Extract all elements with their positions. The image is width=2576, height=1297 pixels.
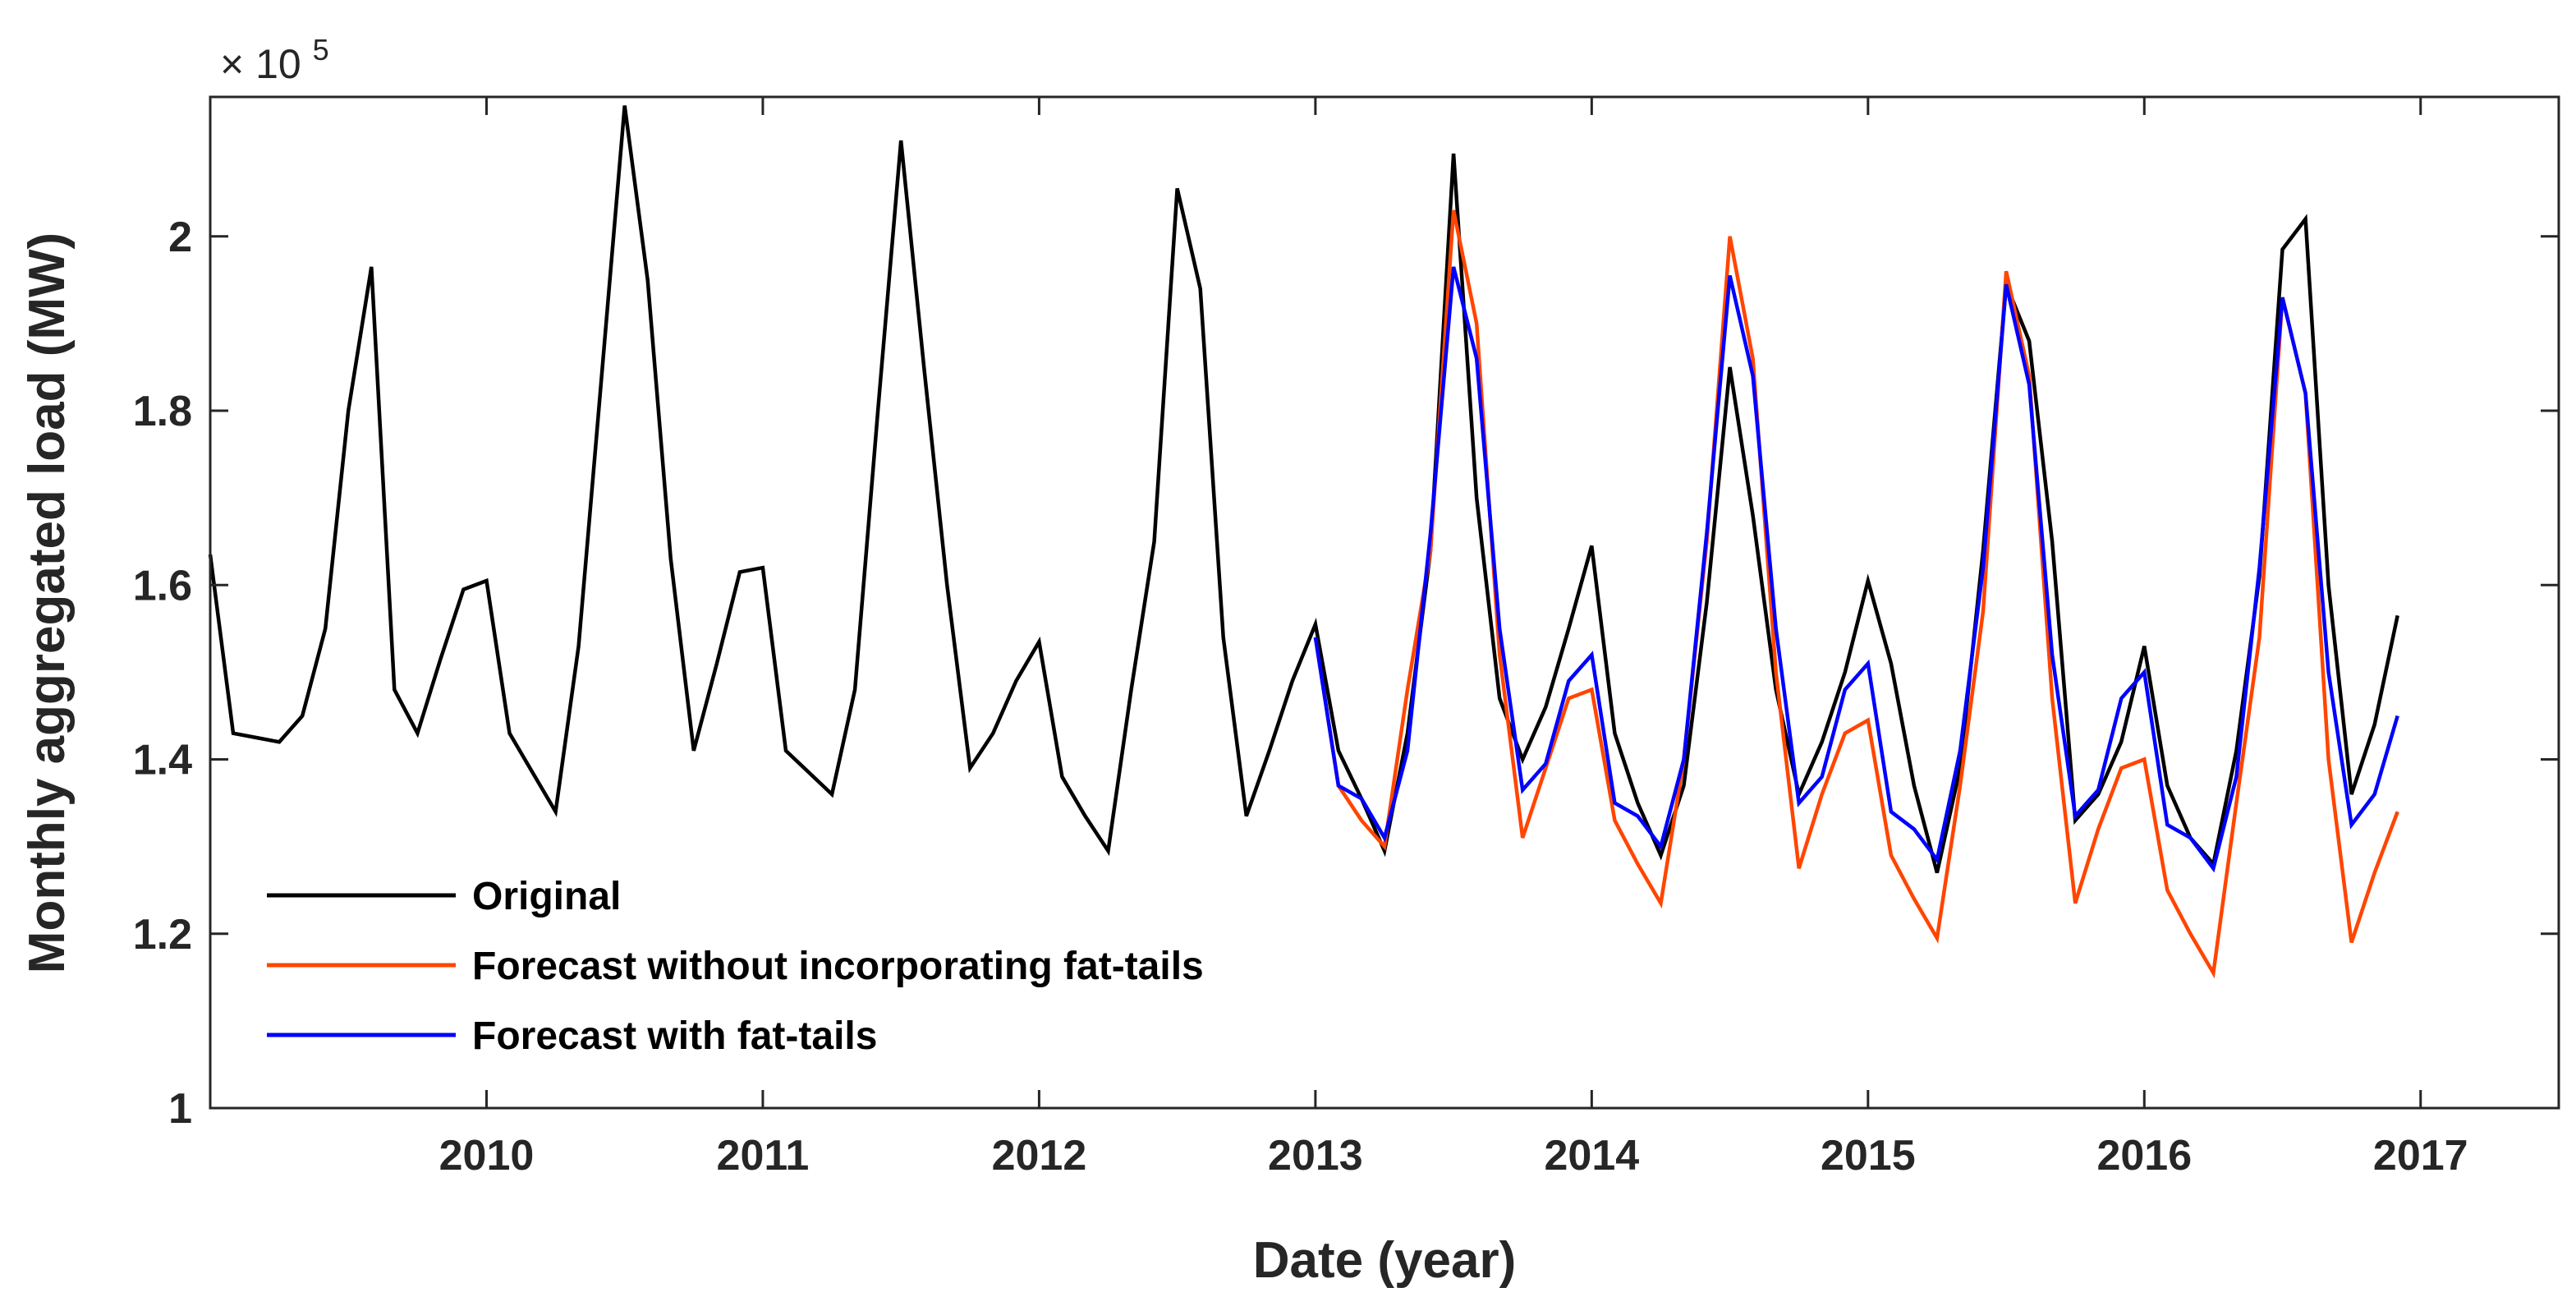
x-tick-label: 2014 <box>1545 1132 1640 1180</box>
axes-layer <box>209 95 2560 1110</box>
x-tick-label: 2012 <box>992 1132 1087 1180</box>
legend: Original Forecast without incorporating f… <box>267 875 1204 1058</box>
y-tick-label: 1.6 <box>133 562 192 609</box>
y-axis-multiplier-exponent: 5 <box>313 33 329 67</box>
y-tick-label: 1.4 <box>133 737 192 784</box>
legend-label: Forecast without incorporating fat-tails <box>472 945 1204 988</box>
x-axis-label: Date (year) <box>1253 1232 1516 1289</box>
series-line-forecast-with-fat-tails <box>1313 266 2399 873</box>
y-axis-label: Monthly aggregated load (MW) <box>19 232 76 973</box>
y-axis-multiplier: × 10 5 <box>220 33 329 87</box>
series-layer <box>208 105 2399 979</box>
y-tick-label: 2 <box>168 214 192 261</box>
x-tick-label: 2016 <box>2096 1132 2192 1180</box>
y-tick-label: 1.8 <box>133 388 192 435</box>
legend-label: Forecast with fat-tails <box>472 1014 877 1058</box>
plot-area <box>210 97 2559 1108</box>
x-tick-label: 2017 <box>2373 1132 2468 1180</box>
x-tick-label: 2011 <box>717 1132 810 1180</box>
x-tick-label: 2010 <box>439 1132 535 1180</box>
y-tick-label: 1.2 <box>133 911 192 959</box>
series-line-original <box>208 105 2399 874</box>
axes-box <box>209 95 2560 1110</box>
y-tick-label: 1 <box>168 1085 192 1133</box>
x-axis-ticks: 2010 2011 2012 2013 2014 2015 2016 2017 <box>439 97 2468 1180</box>
x-tick-label: 2015 <box>1821 1132 1916 1180</box>
x-tick-label: 2013 <box>1268 1132 1363 1180</box>
y-axis-multiplier-base: × 10 <box>220 41 301 87</box>
y-axis-ticks: 1 1.2 1.4 1.6 1.8 2 <box>133 214 2559 1133</box>
legend-label: Original <box>472 875 621 918</box>
